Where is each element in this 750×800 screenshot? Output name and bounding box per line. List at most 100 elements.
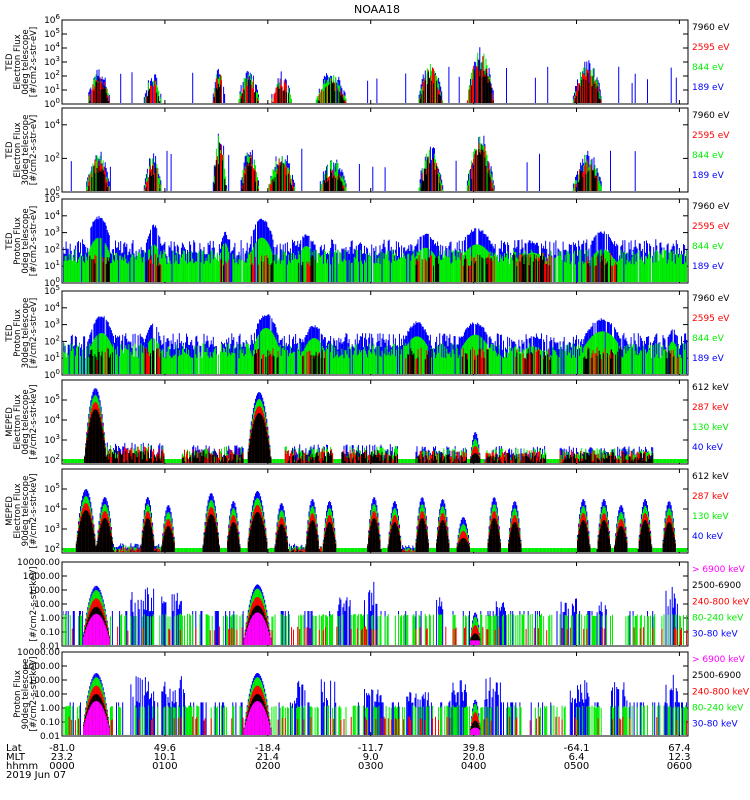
x-tick-label-lat: 67.4 <box>668 743 690 754</box>
y-tick-label: 102 <box>44 542 60 555</box>
x-tick-label-mlt: 6.4 <box>569 752 585 763</box>
series-#000000 <box>88 59 601 103</box>
series-#000000 <box>87 142 601 191</box>
y-axis-label: Proton Flux <box>13 670 23 718</box>
x-tick-label-lat: -81.0 <box>49 743 75 754</box>
x-tick-label-hhmm: 0300 <box>358 761 383 772</box>
y-tick-label: 104 <box>44 118 60 131</box>
panel-data <box>63 388 687 463</box>
series-#00ee00 <box>88 52 602 103</box>
y-tick-label: 102 <box>44 69 60 82</box>
y-axis-label: [#/cm2-s-str-keV] <box>29 385 39 460</box>
y-tick-label: 10000.00 <box>17 558 60 568</box>
legend-entry: 7960 eV <box>692 111 730 121</box>
x-tick-label-hhmm: 0000 <box>49 761 74 772</box>
series-#000000 <box>89 346 674 374</box>
y-tick-label: 1.00 <box>40 614 60 624</box>
y-tick-label: 100 <box>44 368 60 381</box>
y-axis-label: TED <box>5 324 15 343</box>
y-axis-label: Proton Flux <box>13 309 23 357</box>
legend-entry: 612 keV <box>692 383 729 393</box>
legend-entry: 2595 eV <box>692 43 730 53</box>
y-axis-label: Proton Flux <box>13 217 23 265</box>
y-tick-label: 100 <box>44 97 60 110</box>
legend-entry: 40 keV <box>692 443 724 453</box>
y-tick-label: 102 <box>44 334 60 347</box>
x-tick-label-hhmm: 0400 <box>461 761 486 772</box>
y-axis-label: [#/cm2-s-str-keV] <box>29 567 39 642</box>
panel-8: 10000.00 1000.00 100.00 10.00 1.00 0.10 0.01 Pr… <box>13 648 750 742</box>
y-axis-label: [#/cm2-s-str-eV] <box>29 27 39 97</box>
x-tick-label-hhmm: 0200 <box>255 761 280 772</box>
y-axis-label: TED <box>5 53 15 72</box>
y-tick-label: 101 <box>44 259 60 272</box>
x-row-label-lat: Lat <box>6 743 22 754</box>
panel-data <box>63 581 687 645</box>
legend-entry: 189 eV <box>692 354 725 364</box>
legend-entry: 844 eV <box>692 334 725 344</box>
legend-entry: 2595 eV <box>692 222 730 232</box>
y-axis-label: 0deg telescope <box>21 208 31 273</box>
panel-frame <box>61 198 689 284</box>
y-axis-label: Electron Flux <box>13 483 23 538</box>
legend-entry: 240-800 keV <box>692 597 750 607</box>
y-tick-label: 105 <box>44 284 60 297</box>
series-#000000 <box>89 252 618 282</box>
y-axis-label: 0deg telescope <box>21 29 31 94</box>
legend-entry: 2595 eV <box>692 314 730 324</box>
legend-entry: 2500-6900 <box>692 581 741 591</box>
y-tick-label: 0.10 <box>40 718 60 728</box>
y-tick-label: 102 <box>44 453 60 466</box>
y-axis-label: 0deg telescope <box>21 389 31 454</box>
x-tick-label-mlt: 10.1 <box>154 752 176 763</box>
legend-entry: 7960 eV <box>692 23 730 33</box>
legend-entry: 2500-6900 <box>692 671 741 681</box>
y-tick-label: 103 <box>44 522 60 535</box>
series-#000000 <box>75 510 676 552</box>
plot-title: NOAA18 <box>354 3 400 16</box>
x-tick-label-hhmm: 0600 <box>667 761 692 772</box>
y-tick-label: 106 <box>44 13 60 26</box>
legend-entry: 30-80 keV <box>692 630 738 640</box>
y-tick-label: 0.01 <box>40 642 60 652</box>
panel-data <box>63 673 687 735</box>
legend-entry: 189 eV <box>692 83 725 93</box>
series-#00ee00 <box>86 135 602 191</box>
y-tick-label: 103 <box>44 433 60 446</box>
y-tick-label: 10000.00 <box>17 648 60 658</box>
x-tick-label-hhmm: 0100 <box>152 761 177 772</box>
panel-data <box>63 314 687 374</box>
y-tick-label: 100 <box>44 185 60 198</box>
x-row-label-mlt: MLT <box>6 752 26 763</box>
y-tick-label: 0.10 <box>40 628 60 638</box>
y-axis-label: MEPED <box>5 496 15 526</box>
y-axis-label: 30deg telescope <box>21 298 31 369</box>
series-#00ee00 <box>63 677 687 735</box>
legend-entry: 7960 eV <box>692 294 730 304</box>
x-tick-label-mlt: 21.4 <box>257 752 279 763</box>
series-#000000 <box>84 409 654 463</box>
y-axis-label: Electron Flux <box>13 34 23 89</box>
y-axis-label: [#/cm2-s-str-eV] <box>29 115 39 185</box>
legend-entry: 240-800 keV <box>692 687 750 697</box>
y-tick-label: 104 <box>44 41 60 54</box>
y-axis-label: TED <box>5 232 15 251</box>
legend-entry: 80-240 keV <box>692 613 744 623</box>
y-tick-label: 100 <box>44 276 60 289</box>
y-axis-label: MEPED <box>5 407 15 437</box>
panel-data <box>88 47 677 103</box>
x-row-label-hhmm: hhmm <box>6 761 38 772</box>
y-tick-label: 101 <box>44 83 60 96</box>
panel-data <box>63 215 687 282</box>
legend-entry: 80-240 keV <box>692 703 744 713</box>
y-axis-label: [#/cm2-s-str-eV] <box>29 206 39 276</box>
y-axis-label: Electron Flux <box>13 394 23 449</box>
series-#00ee00 <box>63 588 687 645</box>
y-tick-label: 101 <box>44 351 60 364</box>
y-tick-label: 103 <box>44 318 60 331</box>
legend-entry: 189 eV <box>692 262 725 272</box>
x-tick-label-lat: 49.6 <box>154 743 176 754</box>
